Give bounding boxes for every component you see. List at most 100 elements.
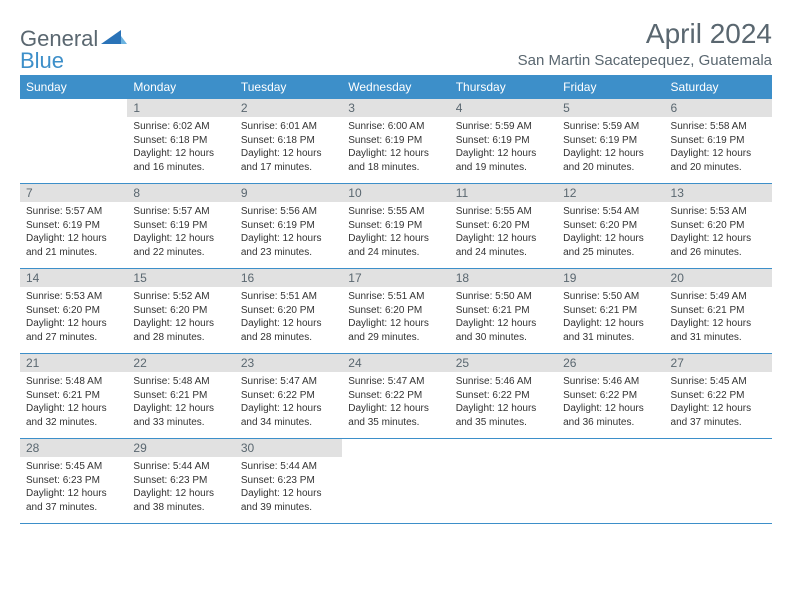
day-details: Sunrise: 6:01 AMSunset: 6:18 PMDaylight:… (235, 117, 342, 180)
day-cell: 27Sunrise: 5:45 AMSunset: 6:22 PMDayligh… (665, 354, 772, 438)
day-cell: 16Sunrise: 5:51 AMSunset: 6:20 PMDayligh… (235, 269, 342, 353)
day-cell: 19Sunrise: 5:50 AMSunset: 6:21 PMDayligh… (557, 269, 664, 353)
day-cell: 10Sunrise: 5:55 AMSunset: 6:19 PMDayligh… (342, 184, 449, 268)
header: General April 2024 San Martin Sacatepequ… (20, 18, 772, 69)
day-number: 24 (342, 354, 449, 372)
day-cell: 4Sunrise: 5:59 AMSunset: 6:19 PMDaylight… (450, 99, 557, 183)
day-cell: 8Sunrise: 5:57 AMSunset: 6:19 PMDaylight… (127, 184, 234, 268)
day-number: 23 (235, 354, 342, 372)
day-cell (20, 99, 127, 183)
day-header: Tuesday (235, 75, 342, 99)
day-number: 30 (235, 439, 342, 457)
day-number: 19 (557, 269, 664, 287)
day-number: 16 (235, 269, 342, 287)
day-details: Sunrise: 5:45 AMSunset: 6:22 PMDaylight:… (665, 372, 772, 435)
day-number: 17 (342, 269, 449, 287)
day-number: 15 (127, 269, 234, 287)
day-cell: 20Sunrise: 5:49 AMSunset: 6:21 PMDayligh… (665, 269, 772, 353)
day-header: Monday (127, 75, 234, 99)
day-cell: 21Sunrise: 5:48 AMSunset: 6:21 PMDayligh… (20, 354, 127, 438)
day-details: Sunrise: 5:56 AMSunset: 6:19 PMDaylight:… (235, 202, 342, 265)
day-details: Sunrise: 5:50 AMSunset: 6:21 PMDaylight:… (557, 287, 664, 350)
day-details: Sunrise: 5:50 AMSunset: 6:21 PMDaylight:… (450, 287, 557, 350)
day-details: Sunrise: 6:02 AMSunset: 6:18 PMDaylight:… (127, 117, 234, 180)
week-row: 1Sunrise: 6:02 AMSunset: 6:18 PMDaylight… (20, 99, 772, 184)
day-number: 22 (127, 354, 234, 372)
day-cell: 5Sunrise: 5:59 AMSunset: 6:19 PMDaylight… (557, 99, 664, 183)
day-number: 8 (127, 184, 234, 202)
day-details: Sunrise: 5:46 AMSunset: 6:22 PMDaylight:… (450, 372, 557, 435)
day-cell: 7Sunrise: 5:57 AMSunset: 6:19 PMDaylight… (20, 184, 127, 268)
day-cell: 13Sunrise: 5:53 AMSunset: 6:20 PMDayligh… (665, 184, 772, 268)
day-number: 3 (342, 99, 449, 117)
day-number: 29 (127, 439, 234, 457)
day-details: Sunrise: 5:57 AMSunset: 6:19 PMDaylight:… (127, 202, 234, 265)
day-details: Sunrise: 5:58 AMSunset: 6:19 PMDaylight:… (665, 117, 772, 180)
day-details: Sunrise: 5:59 AMSunset: 6:19 PMDaylight:… (450, 117, 557, 180)
day-details: Sunrise: 5:51 AMSunset: 6:20 PMDaylight:… (235, 287, 342, 350)
day-cell: 26Sunrise: 5:46 AMSunset: 6:22 PMDayligh… (557, 354, 664, 438)
day-details: Sunrise: 5:51 AMSunset: 6:20 PMDaylight:… (342, 287, 449, 350)
day-details: Sunrise: 5:49 AMSunset: 6:21 PMDaylight:… (665, 287, 772, 350)
day-cell: 29Sunrise: 5:44 AMSunset: 6:23 PMDayligh… (127, 439, 234, 523)
day-details: Sunrise: 5:44 AMSunset: 6:23 PMDaylight:… (127, 457, 234, 520)
day-cell: 17Sunrise: 5:51 AMSunset: 6:20 PMDayligh… (342, 269, 449, 353)
day-number: 6 (665, 99, 772, 117)
day-number: 27 (665, 354, 772, 372)
day-details: Sunrise: 5:55 AMSunset: 6:19 PMDaylight:… (342, 202, 449, 265)
day-details: Sunrise: 5:47 AMSunset: 6:22 PMDaylight:… (235, 372, 342, 435)
day-number: 21 (20, 354, 127, 372)
day-cell (557, 439, 664, 523)
day-cell: 12Sunrise: 5:54 AMSunset: 6:20 PMDayligh… (557, 184, 664, 268)
location-label: San Martin Sacatepequez, Guatemala (518, 52, 772, 69)
day-cell: 25Sunrise: 5:46 AMSunset: 6:22 PMDayligh… (450, 354, 557, 438)
day-cell: 23Sunrise: 5:47 AMSunset: 6:22 PMDayligh… (235, 354, 342, 438)
day-number: 20 (665, 269, 772, 287)
day-details: Sunrise: 5:44 AMSunset: 6:23 PMDaylight:… (235, 457, 342, 520)
day-cell (450, 439, 557, 523)
day-number: 1 (127, 99, 234, 117)
day-number: 18 (450, 269, 557, 287)
day-details: Sunrise: 5:47 AMSunset: 6:22 PMDaylight:… (342, 372, 449, 435)
day-cell: 22Sunrise: 5:48 AMSunset: 6:21 PMDayligh… (127, 354, 234, 438)
day-number: 12 (557, 184, 664, 202)
day-number: 11 (450, 184, 557, 202)
day-details: Sunrise: 5:59 AMSunset: 6:19 PMDaylight:… (557, 117, 664, 180)
day-details: Sunrise: 5:55 AMSunset: 6:20 PMDaylight:… (450, 202, 557, 265)
day-number: 7 (20, 184, 127, 202)
day-number: 5 (557, 99, 664, 117)
day-details: Sunrise: 5:48 AMSunset: 6:21 PMDaylight:… (20, 372, 127, 435)
day-details: Sunrise: 5:53 AMSunset: 6:20 PMDaylight:… (665, 202, 772, 265)
day-number: 2 (235, 99, 342, 117)
month-title: April 2024 (518, 18, 772, 50)
day-cell: 3Sunrise: 6:00 AMSunset: 6:19 PMDaylight… (342, 99, 449, 183)
day-cell: 24Sunrise: 5:47 AMSunset: 6:22 PMDayligh… (342, 354, 449, 438)
day-cell: 30Sunrise: 5:44 AMSunset: 6:23 PMDayligh… (235, 439, 342, 523)
day-cell: 18Sunrise: 5:50 AMSunset: 6:21 PMDayligh… (450, 269, 557, 353)
day-header: Thursday (450, 75, 557, 99)
week-row: 14Sunrise: 5:53 AMSunset: 6:20 PMDayligh… (20, 269, 772, 354)
logo-text-blue: Blue (20, 48, 64, 73)
day-header: Wednesday (342, 75, 449, 99)
title-block: April 2024 San Martin Sacatepequez, Guat… (518, 18, 772, 69)
week-row: 28Sunrise: 5:45 AMSunset: 6:23 PMDayligh… (20, 439, 772, 524)
day-details: Sunrise: 6:00 AMSunset: 6:19 PMDaylight:… (342, 117, 449, 180)
day-details: Sunrise: 5:52 AMSunset: 6:20 PMDaylight:… (127, 287, 234, 350)
day-details: Sunrise: 5:45 AMSunset: 6:23 PMDaylight:… (20, 457, 127, 520)
day-cell: 28Sunrise: 5:45 AMSunset: 6:23 PMDayligh… (20, 439, 127, 523)
day-details: Sunrise: 5:46 AMSunset: 6:22 PMDaylight:… (557, 372, 664, 435)
day-details: Sunrise: 5:54 AMSunset: 6:20 PMDaylight:… (557, 202, 664, 265)
day-number: 28 (20, 439, 127, 457)
day-cell: 6Sunrise: 5:58 AMSunset: 6:19 PMDaylight… (665, 99, 772, 183)
day-header: Saturday (665, 75, 772, 99)
logo-triangle-icon (101, 28, 127, 51)
day-details: Sunrise: 5:53 AMSunset: 6:20 PMDaylight:… (20, 287, 127, 350)
day-cell: 11Sunrise: 5:55 AMSunset: 6:20 PMDayligh… (450, 184, 557, 268)
calendar: SundayMondayTuesdayWednesdayThursdayFrid… (20, 75, 772, 524)
day-number: 13 (665, 184, 772, 202)
day-number: 25 (450, 354, 557, 372)
week-row: 21Sunrise: 5:48 AMSunset: 6:21 PMDayligh… (20, 354, 772, 439)
day-cell: 15Sunrise: 5:52 AMSunset: 6:20 PMDayligh… (127, 269, 234, 353)
day-header-row: SundayMondayTuesdayWednesdayThursdayFrid… (20, 75, 772, 99)
day-cell: 1Sunrise: 6:02 AMSunset: 6:18 PMDaylight… (127, 99, 234, 183)
